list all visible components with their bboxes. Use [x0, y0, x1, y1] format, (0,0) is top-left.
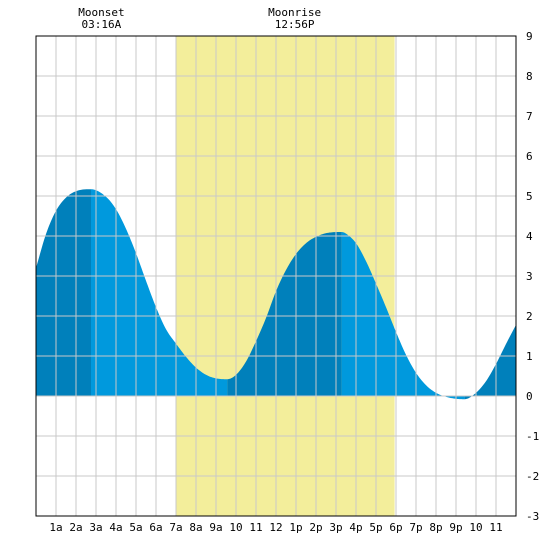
x-tick-label: 4a	[109, 521, 122, 534]
plot-border	[35, 35, 517, 517]
x-tick-label: 5p	[369, 521, 382, 534]
x-tick-label: 7p	[409, 521, 422, 534]
x-axis-ticks: 1a 2a 3a 4a 5a 6a 7a 8a 9a 10 11 12 1p 2p 3p 4p 5p 6p 7p 8p…	[49, 521, 502, 534]
x-tick-label: 12	[269, 521, 282, 534]
x-tick-label: 6p	[389, 521, 402, 534]
moonrise-time: 12:56P	[275, 18, 315, 31]
x-tick-label: 11	[249, 521, 262, 534]
moonset-time: 03:16A	[82, 18, 122, 31]
y-tick-label: -1	[526, 430, 539, 443]
y-tick-label: 7	[526, 110, 533, 123]
x-tick-label: 4p	[349, 521, 362, 534]
moonset-label: Moonset	[78, 6, 124, 19]
tide-area-falling	[91, 189, 228, 396]
x-tick-label: 7a	[169, 521, 182, 534]
x-tick-label: 10	[469, 521, 482, 534]
y-tick-label: 6	[526, 150, 533, 163]
tide-area-falling	[341, 232, 465, 400]
y-tick-label: 5	[526, 190, 533, 203]
x-tick-label: 1p	[289, 521, 302, 534]
y-tick-label: 9	[526, 30, 533, 43]
y-tick-label: 8	[526, 70, 533, 83]
x-tick-label: 3a	[89, 521, 102, 534]
y-tick-label: -2	[526, 470, 539, 483]
x-tick-label: 8a	[189, 521, 202, 534]
y-tick-label: 4	[526, 230, 533, 243]
x-tick-label: 3p	[329, 521, 342, 534]
tide-area-rising	[464, 324, 516, 400]
x-tick-label: 8p	[429, 521, 442, 534]
x-tick-label: 1a	[49, 521, 62, 534]
y-axis-ticks: -3 -2 -1 0 1 2 3 4 5 6 7 8 9	[526, 30, 539, 523]
x-tick-label: 5a	[129, 521, 142, 534]
grid-layer	[36, 36, 516, 516]
y-tick-label: 3	[526, 270, 533, 283]
x-tick-label: 2a	[69, 521, 82, 534]
y-tick-label: -3	[526, 510, 539, 523]
y-tick-label: 2	[526, 310, 533, 323]
moonrise-label: Moonrise	[268, 6, 321, 19]
x-tick-label: 2p	[309, 521, 322, 534]
y-tick-label: 0	[526, 390, 533, 403]
x-tick-label: 6a	[149, 521, 162, 534]
x-tick-label: 9a	[209, 521, 222, 534]
x-tick-label: 9p	[449, 521, 462, 534]
x-tick-label: 11	[489, 521, 502, 534]
x-tick-label: 10	[229, 521, 242, 534]
tide-area-rising	[36, 189, 91, 396]
y-tick-label: 1	[526, 350, 533, 363]
